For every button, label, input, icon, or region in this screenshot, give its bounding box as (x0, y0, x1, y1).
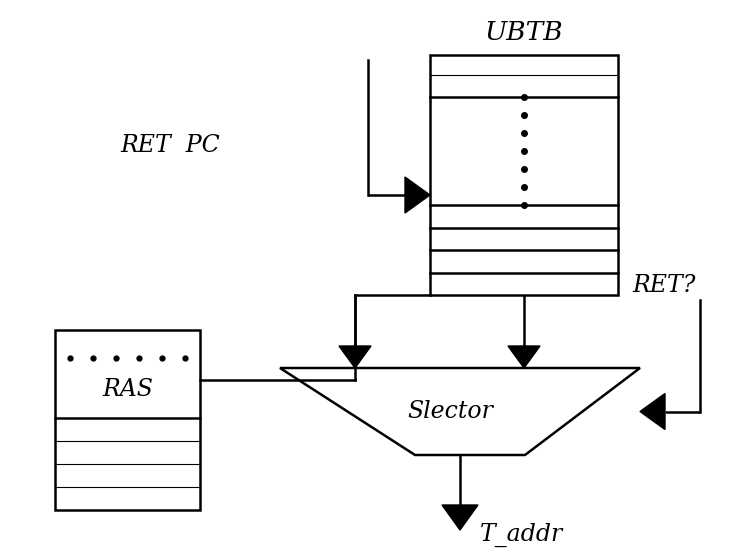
Polygon shape (442, 505, 478, 530)
Text: RET  PC: RET PC (120, 133, 219, 156)
Polygon shape (508, 346, 540, 368)
Text: Slector: Slector (407, 400, 493, 423)
Polygon shape (405, 177, 430, 213)
Polygon shape (280, 368, 640, 455)
Text: UBTB: UBTB (485, 20, 563, 45)
Polygon shape (640, 394, 665, 429)
Text: RAS: RAS (102, 379, 153, 401)
Text: RET?: RET? (632, 274, 695, 296)
Bar (55, 330, 200, 510)
Text: T_addr: T_addr (480, 523, 563, 547)
Polygon shape (339, 346, 371, 368)
Bar (430, 55, 618, 295)
